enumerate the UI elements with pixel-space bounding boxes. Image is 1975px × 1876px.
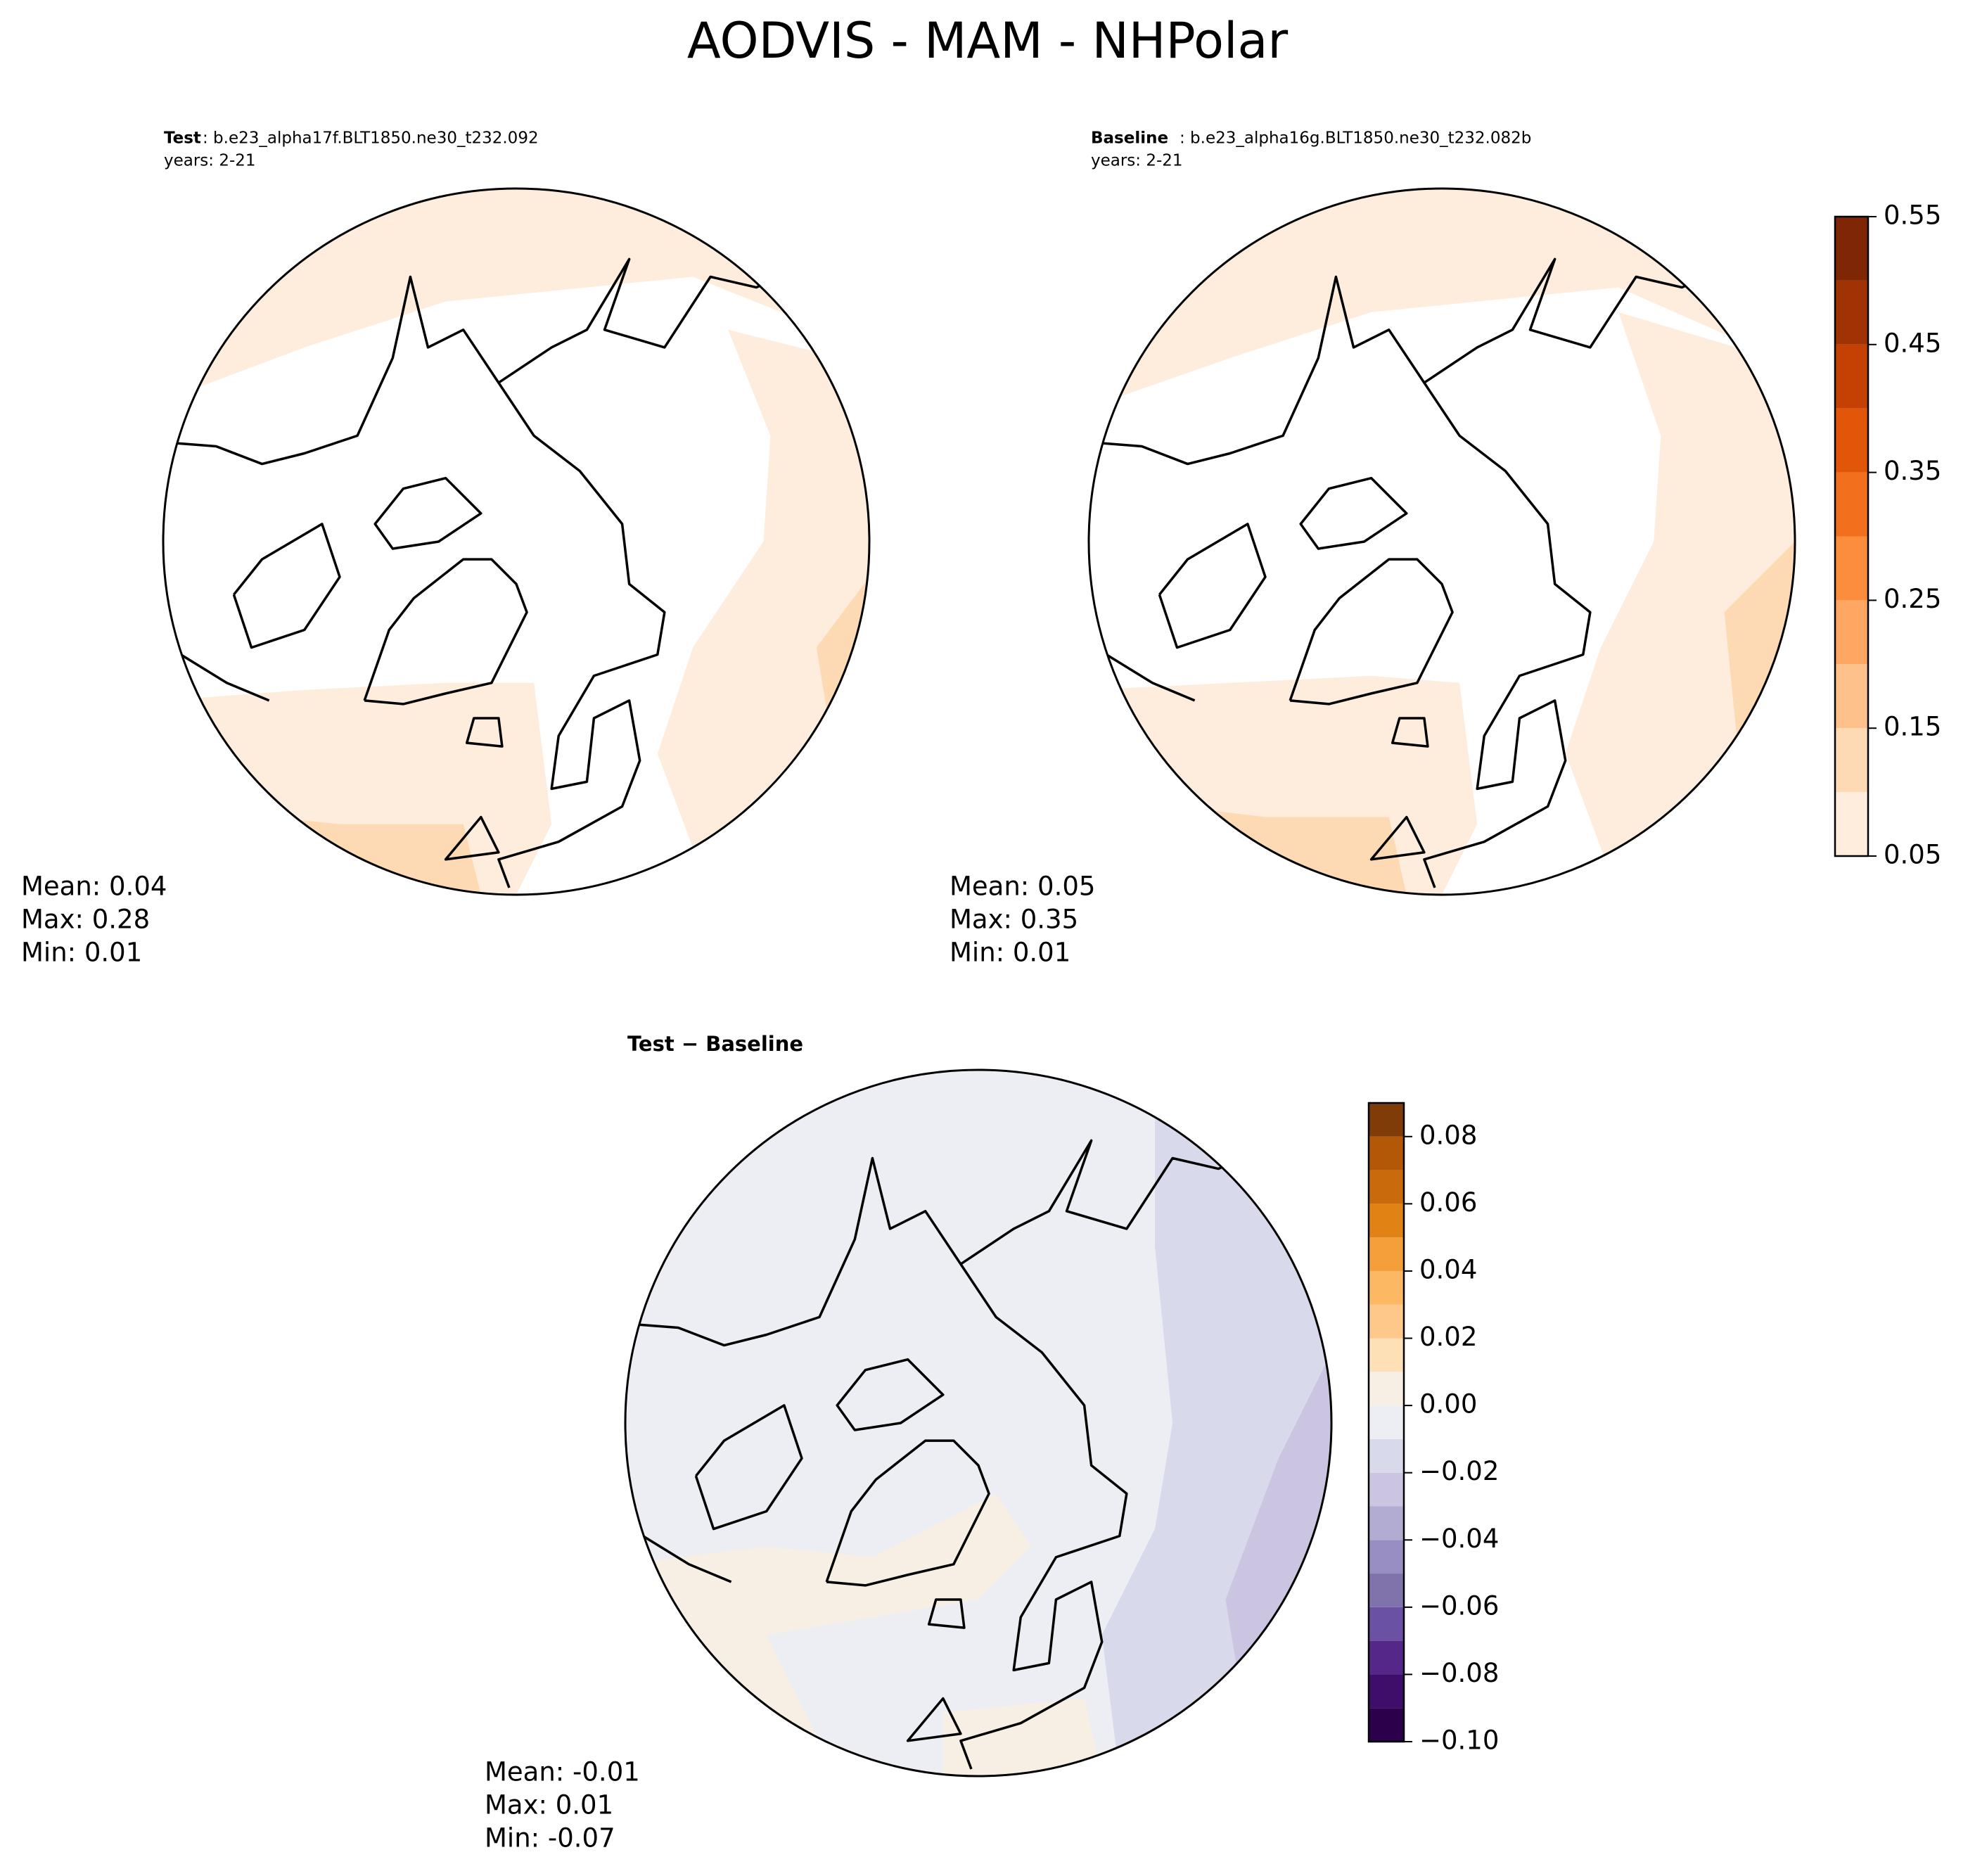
colorbar-tick-label: −0.08 xyxy=(1419,1658,1499,1688)
colorbar-tick-label: 0.00 xyxy=(1419,1389,1477,1419)
colorbar-tick-label: 0.02 xyxy=(1419,1322,1477,1352)
colorbar-tick-label: 0.06 xyxy=(1419,1187,1477,1218)
colorbar-band xyxy=(1369,1136,1404,1170)
colorbar-band xyxy=(1835,728,1868,793)
map-boundary xyxy=(163,189,869,895)
colorbar-band xyxy=(1835,280,1868,345)
colorbar-band xyxy=(1369,1204,1404,1238)
colorbar-band xyxy=(1835,792,1868,856)
colorbar-band xyxy=(1369,1405,1404,1439)
map xyxy=(1089,189,1795,895)
contour-region xyxy=(1089,189,1795,408)
colorbar-band xyxy=(1369,1708,1404,1742)
colorbar-tick-label: 0.15 xyxy=(1884,712,1941,742)
stat: Max: 0.28 xyxy=(21,905,150,935)
colorbar-band xyxy=(1369,1674,1404,1709)
colorbar-tick-label: −0.04 xyxy=(1419,1524,1499,1554)
map-field xyxy=(625,1070,1331,1776)
map xyxy=(163,189,869,895)
contour-region xyxy=(1089,675,1478,895)
colorbar-band xyxy=(1369,1270,1404,1305)
colorbar-band xyxy=(1835,217,1868,281)
colorbar-band xyxy=(1835,536,1868,601)
contour-region xyxy=(163,189,869,401)
stat: Max: 0.01 xyxy=(485,1790,613,1820)
panel-years: years: 2-21 xyxy=(1091,152,1183,170)
map-boundary xyxy=(1089,189,1795,895)
panel-label: Test − Baseline xyxy=(627,1032,803,1056)
colorbar-band xyxy=(1369,1438,1404,1473)
colorbar-tick-label: −0.06 xyxy=(1419,1590,1499,1621)
colorbar-tick-label: 0.35 xyxy=(1884,456,1941,486)
panel-case: : b.e23_alpha16g.BLT1850.ne30_t232.082b xyxy=(1180,129,1531,148)
stat: Mean: 0.04 xyxy=(21,872,167,902)
colorbar-tick-label: 0.08 xyxy=(1419,1120,1477,1150)
colorbar-band xyxy=(1835,408,1868,473)
colorbar-band xyxy=(1369,1574,1404,1607)
colorbar-tick-label: 0.04 xyxy=(1419,1254,1477,1284)
colorbar-band xyxy=(1369,1237,1404,1271)
contour-region xyxy=(942,1698,1102,1776)
colorbar-outline xyxy=(1367,1102,1405,1743)
colorbar-band xyxy=(1369,1472,1404,1507)
colorbar-band xyxy=(1835,664,1868,729)
colorbar-tick-label: −0.02 xyxy=(1419,1456,1499,1486)
panel-case: : b.e23_alpha17f.BLT1850.ne30_t232.092 xyxy=(203,129,539,148)
stat: Min: 0.01 xyxy=(950,938,1070,968)
colorbar-band xyxy=(1369,1372,1404,1406)
panel-label: Test xyxy=(164,129,201,148)
colorbar-tick-label: 0.45 xyxy=(1884,328,1941,358)
colorbar-band xyxy=(1835,472,1868,537)
colorbar-band xyxy=(1369,1640,1404,1675)
map-field xyxy=(1089,189,1795,895)
map-field xyxy=(163,189,869,895)
stat: Mean: 0.05 xyxy=(950,872,1095,902)
map xyxy=(625,1070,1331,1776)
panel-label: Baseline xyxy=(1091,129,1168,148)
stat: Max: 0.35 xyxy=(950,905,1078,935)
colorbar-tick-label: −0.10 xyxy=(1419,1725,1499,1756)
contour-region xyxy=(163,682,552,895)
colorbar-band xyxy=(1835,600,1868,665)
stat: Min: -0.07 xyxy=(485,1823,615,1853)
colorbar-tick-label: 0.55 xyxy=(1884,200,1941,231)
figure-title: AODVIS - MAM - NHPolar xyxy=(687,12,1288,70)
colorbar-band xyxy=(1369,1170,1404,1204)
colorbar-band xyxy=(1369,1607,1404,1641)
colorbar-tick-label: 0.25 xyxy=(1884,584,1941,614)
colorbar-band xyxy=(1369,1103,1404,1137)
colorbar-band xyxy=(1835,344,1868,409)
colorbar-band xyxy=(1369,1304,1404,1339)
stat: Mean: -0.01 xyxy=(485,1757,640,1787)
stat: Min: 0.01 xyxy=(21,938,142,968)
colorbar-outline xyxy=(1834,215,1869,857)
colorbar-tick-label: 0.05 xyxy=(1884,840,1941,870)
colorbar-band xyxy=(1369,1338,1404,1372)
colorbar-band xyxy=(1369,1540,1404,1574)
colorbar-band xyxy=(1369,1506,1404,1540)
panel-years: years: 2-21 xyxy=(164,152,256,170)
contour-region xyxy=(625,1670,749,1776)
